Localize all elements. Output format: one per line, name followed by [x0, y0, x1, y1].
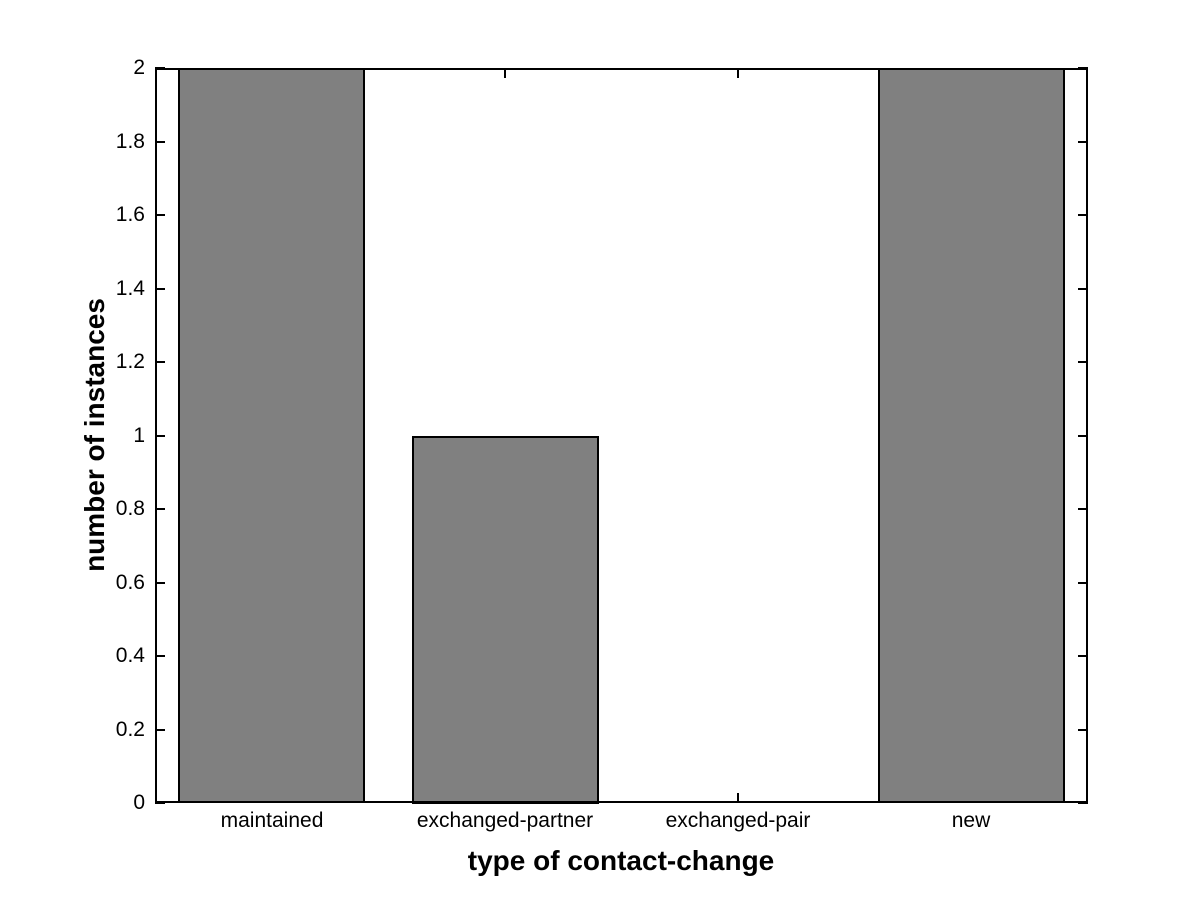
y-tick-left [155, 141, 165, 143]
plot-area [155, 67, 1088, 804]
y-tick-left [155, 508, 165, 510]
bar-exchanged-partner [412, 436, 599, 804]
bar-maintained [178, 68, 365, 803]
y-tick-right [1078, 214, 1088, 216]
y-tick-label: 0.4 [115, 644, 145, 667]
x-tick-label: exchanged-partner [416, 809, 594, 832]
bar-new [878, 68, 1065, 803]
y-tick-label: 2 [133, 56, 145, 79]
y-tick-label: 1.4 [115, 277, 145, 300]
y-tick-label: 0.6 [115, 571, 145, 594]
y-tick-right [1078, 288, 1088, 290]
y-tick-left [155, 214, 165, 216]
y-tick-left [155, 582, 165, 584]
x-tick-bottom [737, 793, 739, 803]
x-tick-label: exchanged-pair [665, 809, 811, 832]
y-tick-left [155, 361, 165, 363]
x-axis-label: type of contact-change [467, 845, 775, 876]
y-tick-left [155, 288, 165, 290]
x-tick-top [737, 68, 739, 78]
y-tick-label: 1.6 [115, 203, 145, 226]
y-axis-label: number of instances [79, 298, 110, 572]
y-tick-label: 0.2 [115, 718, 145, 741]
y-tick-right [1078, 141, 1088, 143]
y-tick-right [1078, 435, 1088, 437]
y-tick-left [155, 655, 165, 657]
y-tick-label: 0.8 [115, 497, 145, 520]
y-tick-left [155, 67, 165, 69]
y-tick-right [1078, 729, 1088, 731]
y-tick-right [1078, 582, 1088, 584]
y-tick-right [1078, 802, 1088, 804]
x-tick-top [504, 68, 506, 78]
x-tick-label: maintained [220, 809, 324, 832]
y-tick-left [155, 435, 165, 437]
y-tick-left [155, 802, 165, 804]
y-tick-right [1078, 655, 1088, 657]
y-tick-label: 1.8 [115, 130, 145, 153]
y-tick-right [1078, 508, 1088, 510]
y-tick-label: 1.2 [115, 350, 145, 373]
y-tick-label: 1 [133, 424, 145, 447]
y-tick-right [1078, 361, 1088, 363]
x-tick-label: new [951, 809, 991, 832]
y-tick-label: 0 [133, 791, 145, 814]
y-tick-left [155, 729, 165, 731]
y-tick-right [1078, 67, 1088, 69]
